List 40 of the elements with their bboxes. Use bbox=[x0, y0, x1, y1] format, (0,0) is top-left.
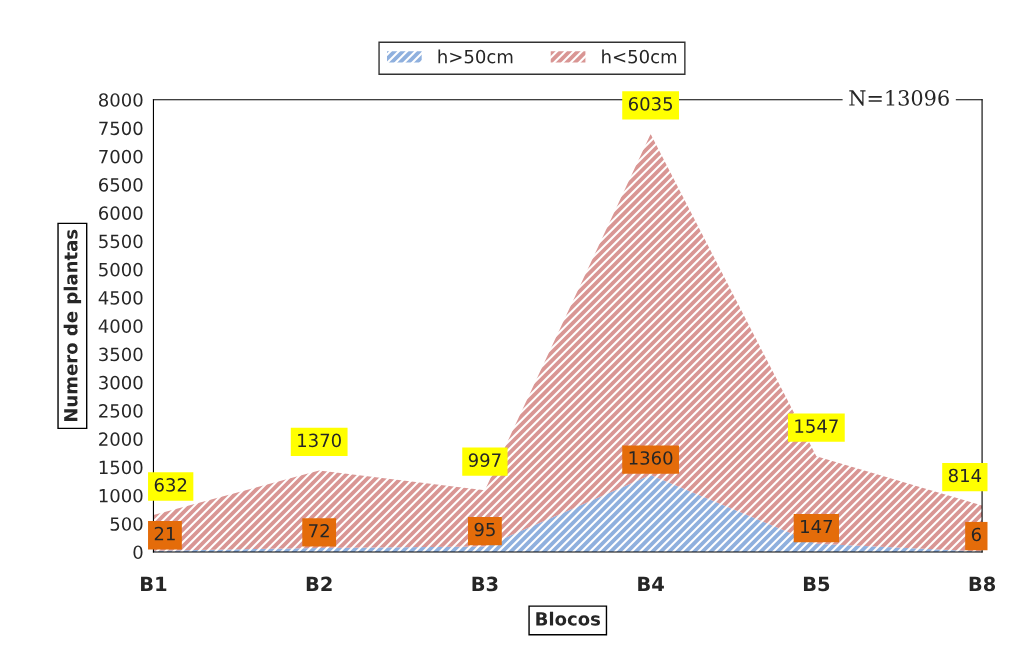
data-label: 6 bbox=[971, 527, 981, 542]
x-tick-label: B8 bbox=[969, 576, 996, 592]
y-tick-label: 4000 bbox=[98, 319, 143, 333]
y-tick-label: 1000 bbox=[99, 488, 143, 503]
legend-label: h<50cm bbox=[602, 49, 677, 64]
x-tick-label: B2 bbox=[306, 576, 332, 592]
y-tick-label: 8000 bbox=[99, 93, 143, 107]
data-label: 814 bbox=[948, 468, 982, 483]
y-tick-label: 3000 bbox=[99, 375, 143, 390]
y-tick-label: 2500 bbox=[99, 404, 143, 418]
y-tick-label: 6500 bbox=[99, 178, 143, 192]
y-tick-label: 7000 bbox=[99, 149, 143, 164]
legend-label: h>50cm bbox=[438, 49, 513, 64]
y-axis-title: Numero de plantas bbox=[63, 229, 82, 422]
y-tick-label: 5000 bbox=[99, 262, 143, 277]
y-tick-label: 2000 bbox=[99, 432, 143, 447]
data-label: 147 bbox=[801, 519, 833, 534]
annotation: N=13096 bbox=[849, 90, 949, 106]
y-tick-label: 1500 bbox=[99, 460, 143, 475]
x-tick-label: B1 bbox=[141, 576, 167, 592]
y-tick-label: 4500 bbox=[98, 291, 143, 305]
data-label: 1370 bbox=[298, 433, 341, 448]
x-tick-label: B4 bbox=[638, 576, 664, 592]
y-tick-label: 500 bbox=[110, 517, 143, 531]
y-tick-label: 0 bbox=[133, 545, 143, 560]
data-label: 95 bbox=[474, 522, 495, 537]
x-axis-title: Blocos bbox=[536, 611, 601, 626]
data-label: 997 bbox=[468, 453, 501, 467]
data-label: 6035 bbox=[628, 97, 673, 111]
y-tick-label: 5500 bbox=[99, 234, 143, 249]
x-tick-label: B3 bbox=[472, 576, 498, 592]
data-label: 72 bbox=[309, 523, 329, 538]
y-tick-label: 3500 bbox=[99, 347, 143, 362]
data-label: 1360 bbox=[629, 451, 673, 465]
y-tick-label: 7500 bbox=[99, 121, 143, 136]
data-label: 1547 bbox=[795, 419, 838, 433]
data-label: 21 bbox=[154, 526, 175, 541]
y-tick-label: 6000 bbox=[99, 206, 143, 220]
x-tick-label: B5 bbox=[803, 576, 830, 592]
data-label: 632 bbox=[154, 478, 187, 492]
